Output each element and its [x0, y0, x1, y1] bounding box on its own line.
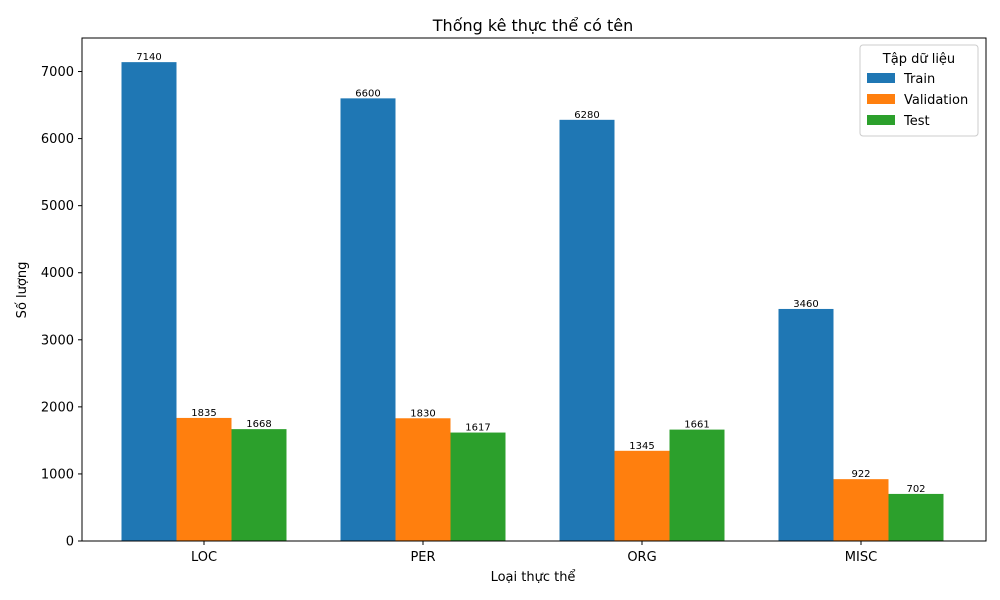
bar-train-loc: [121, 62, 177, 541]
legend-label-validation: Validation: [904, 93, 968, 108]
chart-title: Thống kê thực thể có tên: [432, 16, 633, 35]
y-tick-label: 5000: [41, 199, 74, 214]
data-label: 702: [906, 484, 925, 495]
y-tick-label: 1000: [41, 467, 74, 482]
data-label: 1835: [191, 408, 216, 419]
y-tick-label: 4000: [41, 266, 74, 281]
bar-validation-misc: [833, 479, 889, 541]
bar-test-loc: [231, 429, 287, 541]
y-axis-label: Số lượng: [15, 262, 30, 319]
data-label: 1661: [684, 420, 709, 431]
bar-validation-loc: [176, 417, 232, 541]
plot-area: 7140 6600 6280 3460 1835 1830 1345 922 1668 1617 1…: [81, 37, 987, 542]
bar-test-org: [669, 429, 725, 541]
data-label: 1830: [410, 408, 435, 419]
legend-swatch-test: [867, 115, 895, 125]
bar-test-misc: [888, 493, 944, 541]
legend-label-train: Train: [903, 72, 935, 87]
y-axis: 0 1000 2000 3000 4000 5000 6000 7000: [41, 65, 82, 550]
x-tick-label: PER: [410, 550, 435, 565]
y-tick-label: 7000: [41, 65, 74, 80]
legend-label-test: Test: [903, 114, 930, 129]
legend-swatch-train: [867, 73, 895, 83]
x-tick-label: ORG: [627, 550, 656, 565]
bar-test-per: [450, 432, 506, 541]
bar-validation-per: [395, 418, 451, 541]
x-axis-label: Loại thực thể: [491, 570, 576, 585]
x-tick-label: LOC: [191, 550, 217, 565]
legend-box: [859, 44, 979, 137]
bar-train-per: [340, 98, 396, 542]
bar-validation-org: [614, 450, 670, 541]
data-label: 922: [851, 469, 870, 480]
axes-frame: [81, 37, 987, 542]
data-label: 1668: [246, 419, 271, 430]
bar-train-org: [559, 119, 615, 541]
legend: Tập dữ liệu Train Validation Test: [859, 44, 979, 137]
legend-swatch-validation: [867, 94, 895, 104]
legend-title: Tập dữ liệu: [882, 52, 955, 67]
data-label: 6600: [355, 88, 380, 99]
y-tick-label: 3000: [41, 333, 74, 348]
y-tick-label: 6000: [41, 132, 74, 147]
data-label: 7140: [136, 52, 161, 63]
data-label: 6280: [574, 110, 599, 121]
y-tick-label: 2000: [41, 400, 74, 415]
data-label: 1617: [465, 423, 490, 434]
data-label: 1345: [629, 441, 654, 452]
x-tick-label: MISC: [845, 550, 877, 565]
data-label: 3460: [793, 299, 818, 310]
bar-train-misc: [778, 308, 834, 541]
y-tick-label: 0: [66, 535, 74, 550]
x-axis: LOC PER ORG MISC: [191, 541, 877, 565]
